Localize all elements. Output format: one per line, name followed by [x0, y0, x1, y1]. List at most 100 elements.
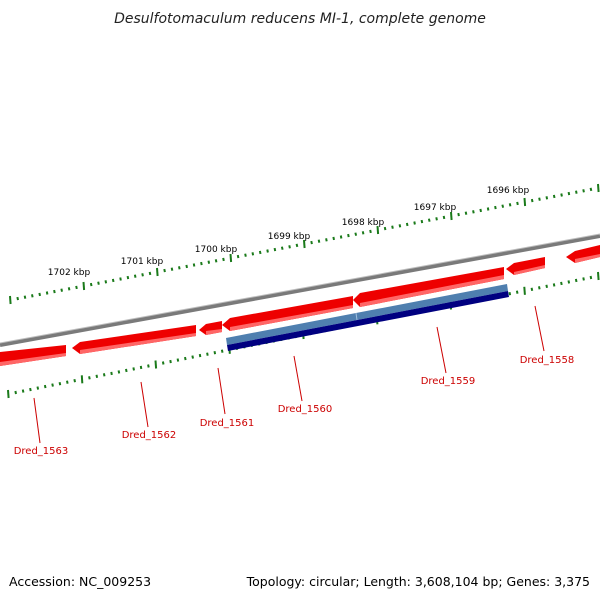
gene-leader-line [293, 355, 303, 402]
minor-tick [176, 358, 180, 362]
minor-tick [582, 189, 585, 193]
minor-tick [170, 267, 174, 271]
minor-tick [508, 292, 512, 296]
minor-tick [361, 231, 365, 235]
minor-tick [244, 253, 247, 257]
minor-tick [125, 368, 128, 373]
gene-arrow-dred-1558[interactable] [506, 257, 545, 275]
minor-tick [369, 229, 372, 234]
minor-tick [178, 266, 181, 270]
gene-label-dred-1563[interactable]: Dred_1563 [14, 446, 69, 457]
gene-arrow-dred-1561[interactable] [199, 321, 222, 335]
minor-tick [141, 273, 144, 277]
major-tick [523, 286, 526, 295]
scale-label: 1697 kbp [414, 203, 457, 213]
minor-tick [545, 284, 548, 288]
topology-label: Topology: circular; Length: 3,608,104 bp… [246, 574, 590, 589]
minor-tick [16, 296, 19, 301]
major-tick [376, 225, 380, 235]
minor-tick [391, 225, 394, 229]
gene-label-dred-1559[interactable]: Dred_1559 [421, 376, 476, 387]
minor-tick [31, 294, 34, 298]
minor-tick [73, 379, 76, 383]
minor-tick [51, 383, 54, 387]
gene-label-dred-1562[interactable]: Dred_1562 [122, 430, 177, 441]
minor-tick [280, 246, 284, 250]
major-tick [7, 389, 10, 399]
gene-arrow-next[interactable] [566, 245, 600, 263]
gene-label-dred-1561[interactable]: Dred_1561 [200, 418, 255, 429]
minor-tick [317, 239, 321, 243]
minor-tick [88, 376, 91, 380]
minor-tick [589, 275, 593, 280]
minor-tick [207, 260, 211, 264]
minor-tick [200, 261, 203, 266]
minor-tick [220, 349, 224, 353]
gene-leader-line [140, 381, 149, 428]
gene-arrow-dred-1560-1559[interactable] [222, 267, 504, 331]
minor-tick [185, 264, 188, 269]
minor-tick [501, 204, 505, 208]
minor-tick [538, 197, 541, 201]
cds-bar-dark[interactable] [227, 291, 509, 351]
minor-tick [332, 236, 335, 241]
minor-tick [192, 263, 196, 267]
minor-tick [14, 390, 17, 395]
gene-label-dred-1560[interactable]: Dred_1560 [278, 404, 333, 415]
minor-tick [169, 359, 172, 364]
minor-tick [413, 221, 416, 225]
minor-tick [117, 370, 121, 374]
genome-backbone [0, 234, 600, 347]
major-tick [154, 360, 158, 369]
minor-tick [266, 249, 269, 253]
minor-tick [184, 356, 187, 361]
minor-tick [427, 218, 431, 222]
gene-leader-line [436, 326, 447, 374]
gene-arrow-dred-1563[interactable] [0, 345, 66, 366]
minor-tick [567, 280, 571, 284]
minor-tick [126, 275, 130, 280]
minor-tick [310, 240, 313, 245]
minor-tick [95, 374, 99, 378]
minor-tick [206, 352, 209, 356]
minor-tick [198, 353, 202, 358]
minor-tick [60, 288, 63, 292]
minor-tick [479, 208, 482, 213]
minor-tick [354, 232, 358, 236]
minor-tick [457, 212, 460, 217]
scale-label: 1700 kbp [195, 245, 238, 255]
minor-tick [222, 257, 225, 262]
minor-tick [45, 291, 49, 295]
minor-tick [552, 194, 556, 199]
minor-tick [486, 207, 490, 211]
minor-tick [66, 380, 69, 384]
minor-tick [251, 252, 255, 256]
minor-tick [575, 190, 578, 194]
cds-bar-light[interactable] [226, 284, 508, 345]
minor-tick [464, 211, 468, 215]
major-tick [80, 375, 84, 384]
minor-tick [295, 243, 299, 248]
minor-tick [132, 367, 135, 371]
major-tick [9, 295, 12, 305]
scale-label: 1698 kbp [342, 218, 385, 228]
minor-tick [383, 226, 387, 231]
minor-tick [347, 233, 350, 238]
minor-tick [405, 222, 409, 227]
minor-tick [104, 280, 108, 284]
minor-tick [23, 295, 27, 299]
minor-tick [213, 351, 217, 355]
major-tick [450, 211, 453, 221]
gene-arrow-dred-1562[interactable] [72, 325, 196, 354]
minor-tick [325, 238, 328, 242]
minor-tick [574, 278, 578, 283]
minor-tick [133, 274, 137, 278]
minor-tick [147, 364, 150, 368]
gene-label-dred-1558[interactable]: Dred_1558 [520, 355, 575, 366]
minor-tick [119, 277, 122, 281]
minor-tick [161, 361, 165, 365]
minor-tick [67, 287, 71, 291]
scale-ticks-top [9, 183, 600, 305]
major-tick [82, 281, 86, 291]
